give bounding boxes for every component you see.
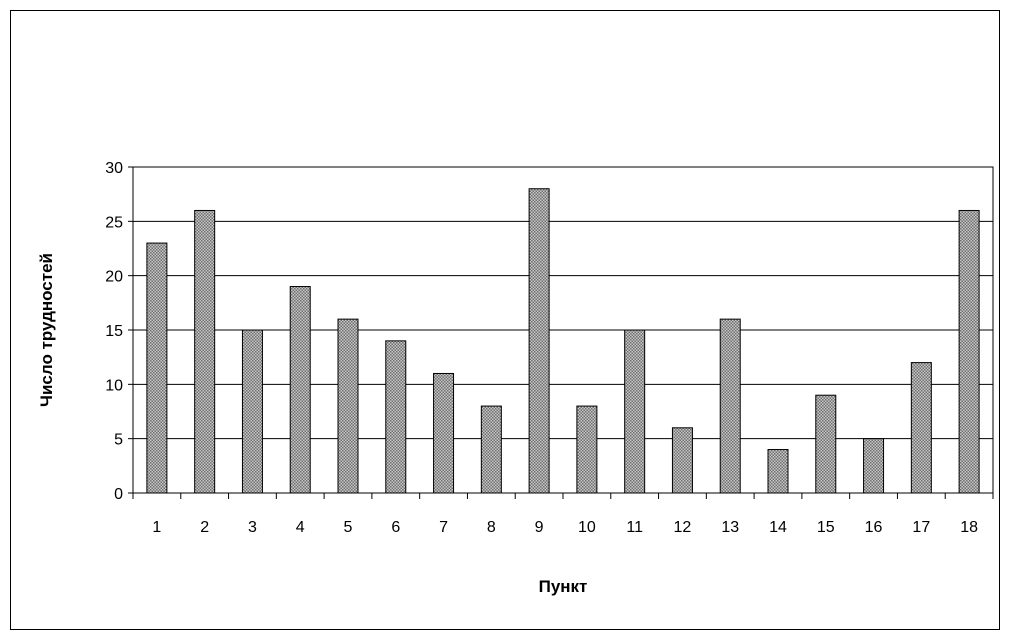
axes — [128, 166, 994, 499]
bar — [576, 405, 598, 494]
x-tick-label: 9 — [535, 519, 544, 536]
y-tick-label: 20 — [105, 269, 123, 286]
x-tick-label: 12 — [674, 519, 692, 536]
x-tick-label: 3 — [248, 519, 257, 536]
bar — [767, 449, 789, 494]
x-tick-label: 15 — [817, 519, 835, 536]
y-tick-label: 30 — [105, 160, 123, 177]
bar — [528, 188, 550, 494]
x-tick-label: 14 — [769, 519, 787, 536]
y-tick-label: 25 — [105, 214, 123, 231]
bar — [146, 242, 168, 494]
y-tick-label: 0 — [114, 486, 123, 503]
x-tick-label: 11 — [626, 519, 643, 536]
x-tick-label: 16 — [865, 519, 883, 536]
y-axis-title: Число трудностей — [37, 253, 56, 407]
x-tick-label: 7 — [439, 519, 448, 536]
bar — [385, 340, 407, 494]
x-tick-label: 6 — [391, 519, 400, 536]
x-tick-label: 13 — [721, 519, 739, 536]
bar — [194, 209, 216, 494]
bar — [433, 372, 455, 494]
bar — [958, 209, 980, 494]
x-tick-label: 2 — [200, 519, 209, 536]
x-tick-label: 4 — [296, 519, 305, 536]
bars — [146, 188, 980, 494]
bar — [671, 427, 693, 494]
x-tick-label: 1 — [152, 519, 161, 536]
y-tick-label: 15 — [105, 323, 123, 340]
bar — [289, 286, 311, 494]
x-axis-title: Пункт — [539, 577, 588, 596]
x-tick-label: 8 — [487, 519, 496, 536]
x-tick-label: 18 — [960, 519, 978, 536]
bar — [480, 405, 502, 494]
bar — [815, 394, 837, 494]
bar — [241, 329, 263, 494]
x-tick-label: 10 — [578, 519, 596, 536]
y-tick-label: 5 — [114, 432, 123, 449]
y-tick-label: 10 — [105, 377, 123, 394]
bar — [719, 318, 741, 494]
bar — [910, 362, 932, 494]
bar — [624, 329, 646, 494]
bar — [863, 438, 885, 494]
bar — [337, 318, 359, 494]
x-tick-label: 17 — [912, 519, 930, 536]
x-tick-label: 5 — [344, 519, 353, 536]
chart-frame — [10, 10, 1000, 630]
